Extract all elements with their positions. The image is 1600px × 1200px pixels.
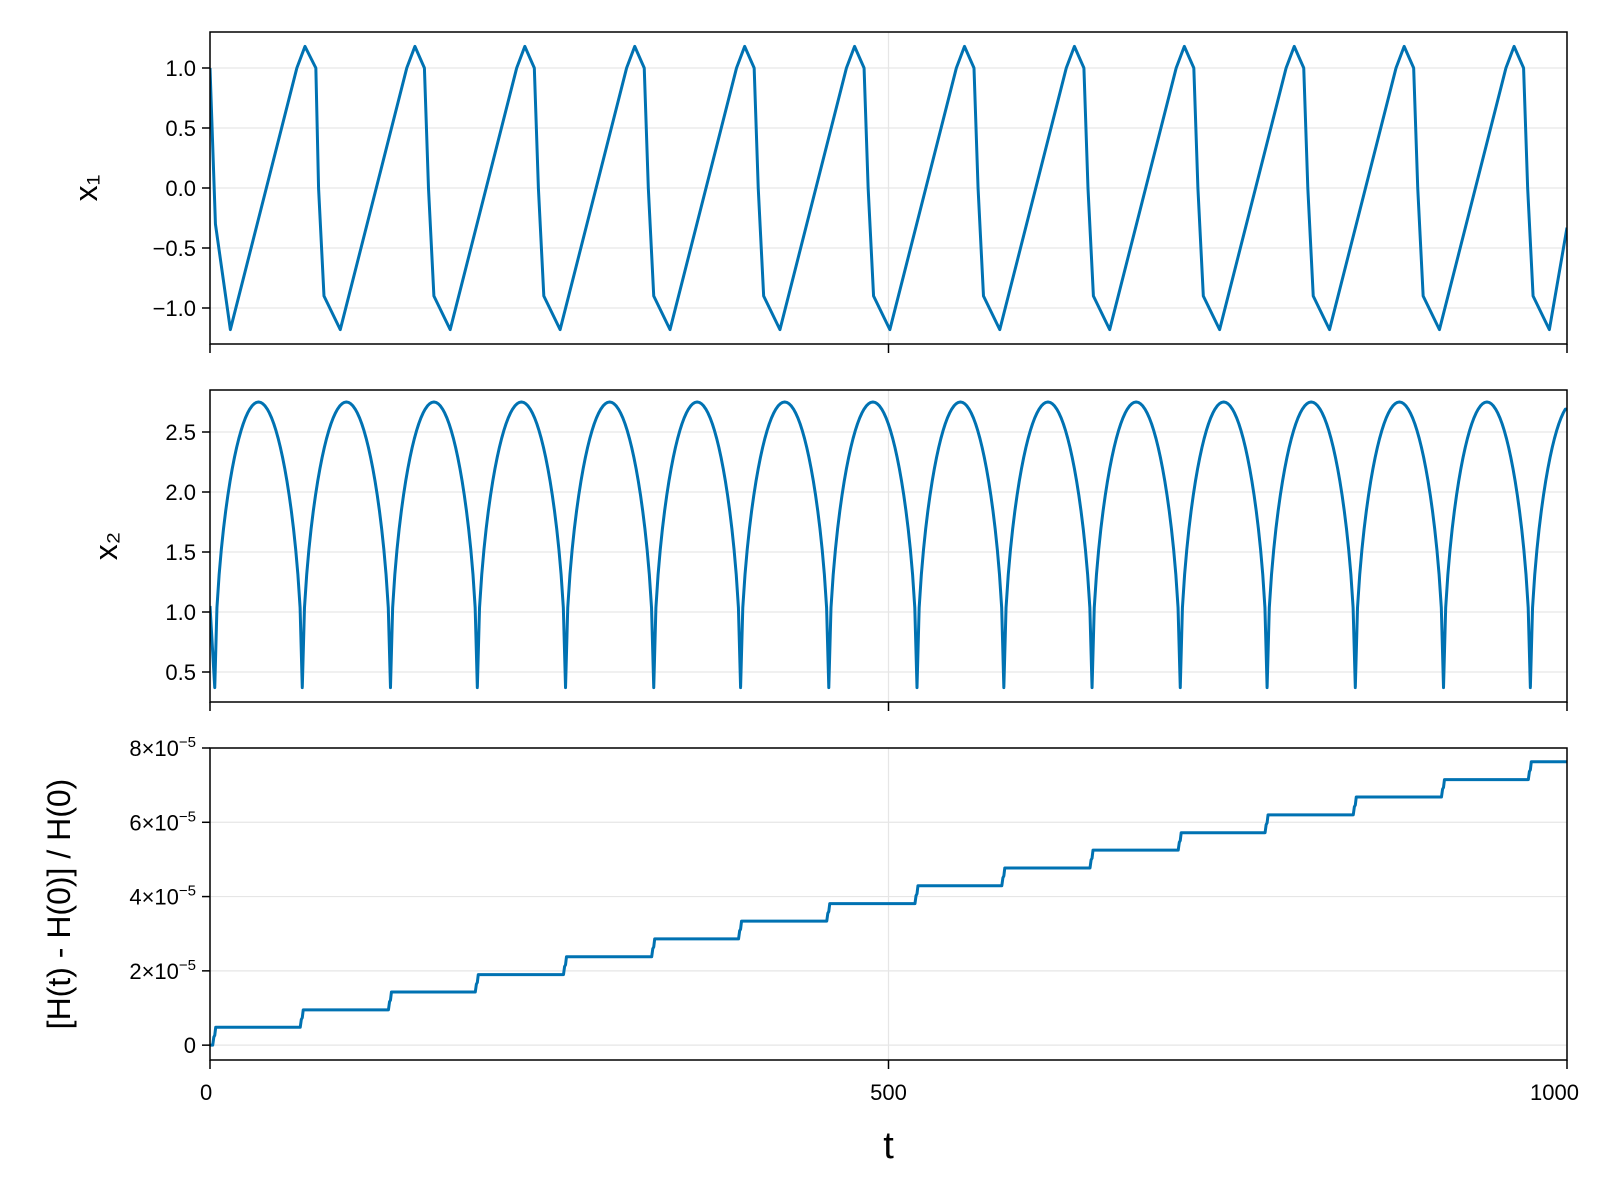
y-tick-label: 2.0 [165, 480, 196, 505]
y-tick-label: 1.0 [165, 600, 196, 625]
series-line [210, 760, 1567, 1047]
panel-1: −1.0 −0.5 0.0 0.5 1.0 x₁ [68, 31, 1568, 353]
y-tick-label: 1.5 [165, 540, 196, 565]
y-tick-label: 1.0 [165, 56, 196, 81]
series-line [210, 400, 1567, 690]
panel-3: 0 500 1000 0 2×10−5 4×10−5 6×10−5 8×10−5 [H(t) -… [41, 734, 1579, 1167]
x-tick-label: 1000 [1530, 1080, 1579, 1105]
y-tick-label: 0.5 [165, 660, 196, 685]
y-tick-label: 2×10−5 [129, 957, 196, 984]
y-tick-label: 6×10−5 [129, 808, 196, 835]
y-axis-label: x₂ [88, 532, 124, 560]
panel-2: 0.5 1.0 1.5 2.0 2.5 x₂ [88, 389, 1568, 711]
y-tick-label: 0.5 [165, 116, 196, 141]
y-axis-label: [H(t) - H(0)] / H(0) [41, 779, 77, 1030]
series-line [210, 44, 1567, 332]
y-tick-label: −1.0 [153, 296, 196, 321]
x-tick-label: 500 [870, 1080, 907, 1105]
y-tick-label: 8×10−5 [129, 734, 196, 761]
y-tick-label: 2.5 [165, 420, 196, 445]
y-tick-label: 0 [184, 1033, 196, 1058]
y-tick-label: −0.5 [153, 236, 196, 261]
y-tick-label: 4×10−5 [129, 883, 196, 910]
x-tick-label: 0 [200, 1080, 212, 1105]
x-axis-label: t [883, 1125, 894, 1167]
y-tick-label: 0.0 [165, 176, 196, 201]
y-axis-label: x₁ [68, 175, 104, 202]
